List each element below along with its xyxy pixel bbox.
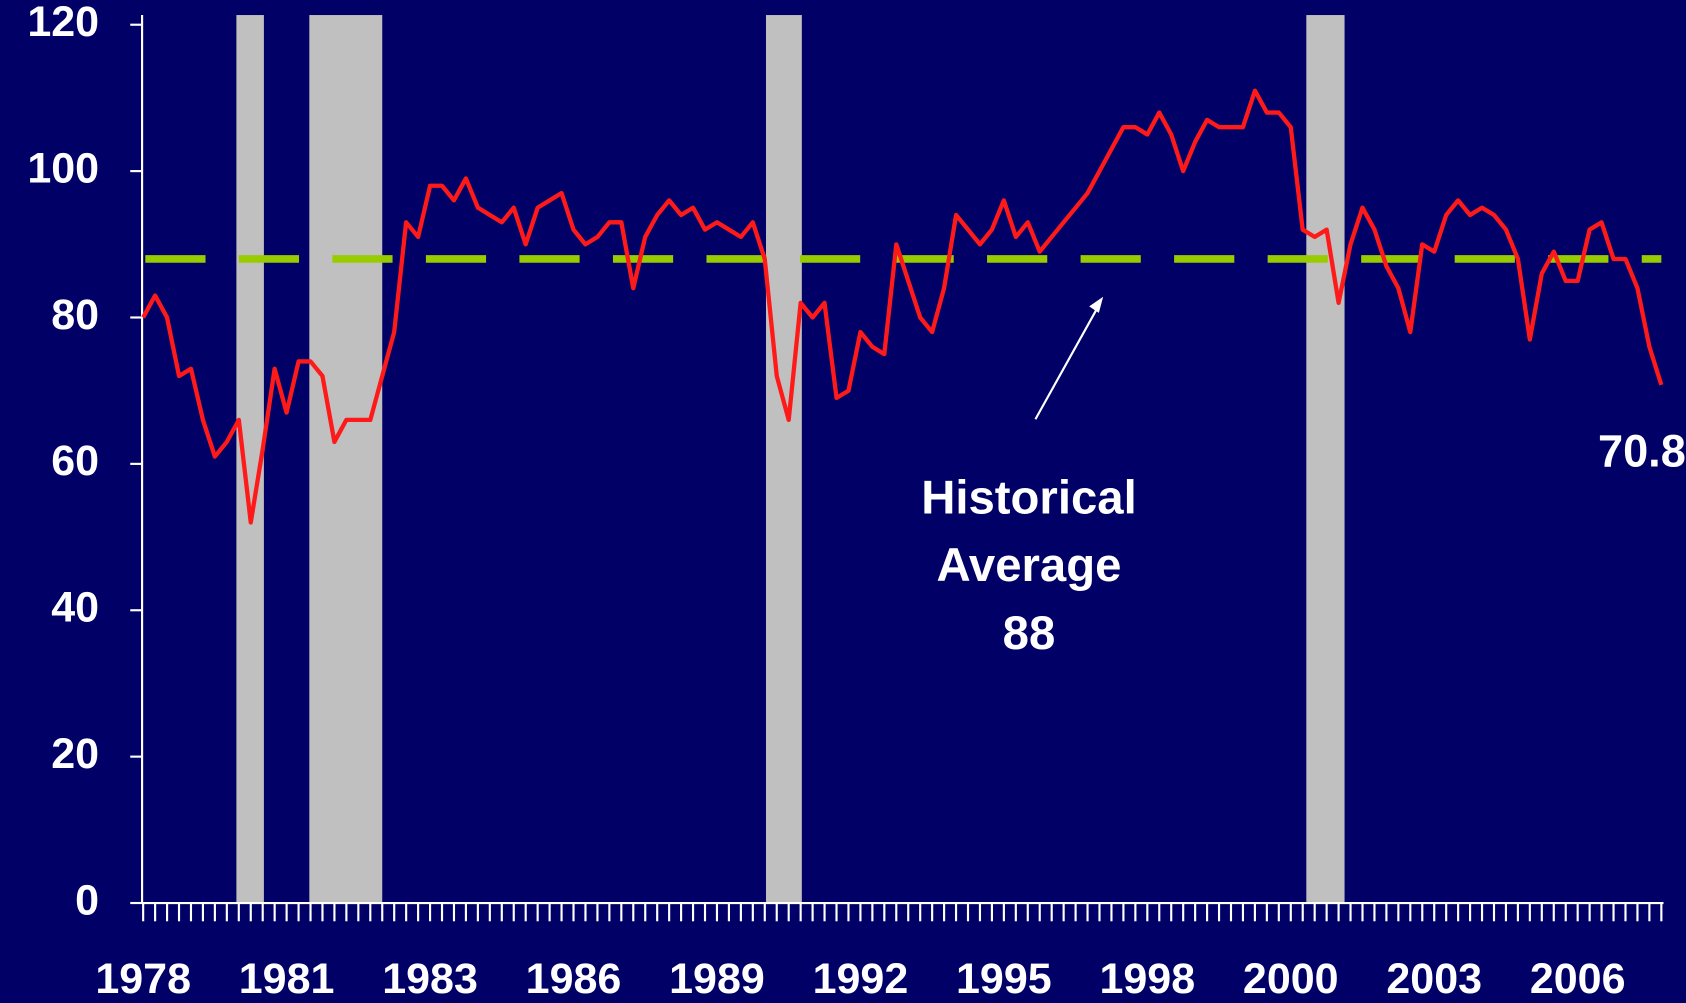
x-tick-label: 1998	[1099, 955, 1195, 1003]
data-line	[141, 88, 1664, 525]
recession-band	[1306, 15, 1345, 904]
annotation-arrow	[1034, 304, 1100, 420]
x-tick-label: 2006	[1530, 955, 1626, 1003]
last-value-label: 70.8	[1598, 426, 1686, 477]
y-tick-label: 40	[51, 584, 99, 632]
y-tick-label: 0	[75, 876, 99, 924]
x-tick-label: 1978	[95, 955, 191, 1003]
x-tick-label: 1989	[669, 955, 765, 1003]
recession-band	[309, 15, 383, 904]
x-tick-label: 2000	[1243, 955, 1339, 1003]
recession-band	[765, 15, 802, 904]
y-tick-label: 20	[51, 730, 99, 778]
annotation-text: Historical	[921, 471, 1137, 524]
y-tick-label: 60	[51, 437, 99, 485]
x-tick-label: 1983	[382, 955, 478, 1003]
x-tick-label: 1992	[813, 955, 909, 1003]
x-tick-label: 1995	[956, 955, 1052, 1003]
annotation-text: 88	[1003, 607, 1056, 660]
y-tick-label: 100	[27, 144, 99, 192]
x-tick-label: 1986	[526, 955, 622, 1003]
x-tick-label: 2003	[1386, 955, 1482, 1003]
x-tick-label: 1981	[239, 955, 335, 1003]
y-tick-label: 120	[27, 0, 99, 46]
annotation-text: Average	[937, 539, 1122, 592]
arrow-head	[1089, 296, 1104, 313]
y-tick-label: 80	[51, 291, 99, 339]
